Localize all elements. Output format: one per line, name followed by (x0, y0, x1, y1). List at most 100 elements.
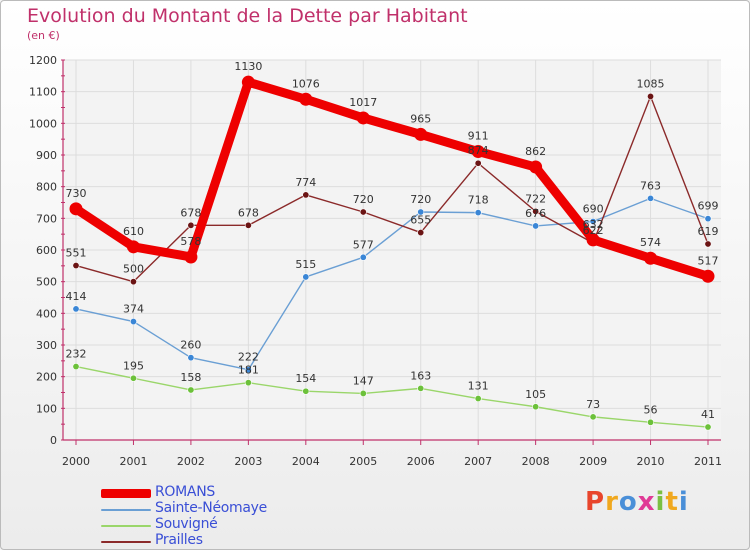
data-point-romans (241, 75, 255, 89)
data-label-souvign-: 163 (410, 369, 431, 382)
data-point-prailles (244, 221, 252, 229)
data-label-prailles: 722 (525, 192, 546, 205)
data-point-prailles (417, 229, 425, 237)
data-point-sainte-n-omaye (589, 218, 597, 226)
data-label-prailles: 678 (238, 206, 259, 219)
y-tick-label: 300 (36, 339, 57, 352)
data-label-souvign-: 147 (353, 374, 374, 387)
data-label-romans: 1130 (234, 60, 262, 73)
data-point-prailles (647, 92, 655, 100)
legend-item-souvign-: Souvigné (101, 516, 361, 533)
data-label-sainte-n-omaye: 690 (583, 203, 604, 216)
x-tick-label: 2011 (694, 455, 722, 468)
data-label-sainte-n-omaye: 720 (410, 193, 431, 206)
data-label-souvign-: 154 (295, 372, 316, 385)
y-tick-label: 200 (36, 371, 57, 384)
data-point-romans (529, 160, 543, 174)
chart-title: Evolution du Montant de la Dette par Hab… (27, 5, 468, 27)
x-tick-label: 2004 (292, 455, 320, 468)
data-point-romans (299, 92, 313, 106)
data-label-romans: 862 (525, 145, 546, 158)
data-point-romans (126, 240, 140, 254)
data-point-prailles (359, 208, 367, 216)
x-tick-label: 2005 (349, 455, 377, 468)
data-label-souvign-: 232 (66, 348, 87, 361)
data-label-prailles: 655 (410, 214, 431, 227)
data-label-sainte-n-omaye: 260 (180, 339, 201, 352)
x-tick-label: 2008 (522, 455, 550, 468)
data-label-souvign-: 195 (123, 359, 144, 372)
legend-swatch (101, 509, 151, 511)
y-tick-label: 800 (36, 181, 57, 194)
data-point-sainte-n-omaye (302, 273, 310, 281)
logo-letter: r (605, 487, 619, 517)
x-tick-label: 2003 (234, 455, 262, 468)
data-label-romans: 578 (180, 235, 201, 248)
legend-swatch (101, 489, 151, 498)
data-label-prailles: 551 (66, 247, 87, 260)
data-label-romans: 632 (583, 218, 604, 231)
data-label-romans: 610 (123, 225, 144, 238)
data-point-romans (644, 251, 658, 265)
y-tick-label: 900 (36, 149, 57, 162)
data-point-romans (184, 250, 198, 264)
y-tick-label: 1000 (29, 117, 57, 130)
legend-swatch (101, 541, 151, 543)
data-label-romans: 517 (698, 254, 719, 267)
logo-letter: P (585, 487, 606, 517)
y-tick-label: 700 (36, 212, 57, 225)
data-point-sainte-n-omaye (417, 208, 425, 216)
data-point-souvign- (474, 395, 482, 403)
logo-letter: i (655, 487, 666, 517)
series-line-prailles (75, 95, 709, 283)
legend-item-romans: ROMANS (101, 484, 361, 501)
y-tick-label: 600 (36, 244, 57, 257)
data-point-romans (701, 269, 715, 283)
x-tick-label: 2010 (637, 455, 665, 468)
data-label-sainte-n-omaye: 676 (525, 207, 546, 220)
data-label-romans: 574 (640, 236, 661, 249)
data-label-sainte-n-omaye: 222 (238, 351, 259, 364)
data-point-sainte-n-omaye (244, 366, 252, 374)
logo-letter: i (678, 487, 689, 517)
proxiti-logo: Proxiti (585, 487, 689, 517)
data-point-souvign- (72, 363, 80, 371)
series-line-souvign- (75, 365, 709, 428)
data-label-romans: 1076 (292, 77, 320, 90)
data-point-romans (356, 111, 370, 125)
legend-item-sainte-n-omaye: Sainte-Néomaye (101, 500, 361, 517)
data-point-prailles (129, 278, 137, 286)
data-point-sainte-n-omaye (72, 305, 80, 313)
data-label-romans: 965 (410, 112, 431, 125)
data-point-prailles (72, 262, 80, 270)
data-point-souvign- (187, 386, 195, 394)
legend-label: ROMANS (155, 484, 215, 500)
data-point-sainte-n-omaye (474, 209, 482, 217)
legend-item-prailles: Prailles (101, 532, 361, 549)
x-tick-label: 2001 (119, 455, 147, 468)
y-tick-label: 100 (36, 402, 57, 415)
data-point-sainte-n-omaye (532, 222, 540, 230)
data-label-romans: 1017 (349, 96, 377, 109)
data-point-souvign- (129, 374, 137, 382)
data-point-souvign- (302, 387, 310, 395)
data-point-sainte-n-omaye (359, 253, 367, 261)
data-point-prailles (302, 191, 310, 199)
data-point-souvign- (417, 384, 425, 392)
logo-letter: t (665, 487, 679, 517)
data-label-sainte-n-omaye: 515 (295, 258, 316, 271)
data-point-souvign- (647, 418, 655, 426)
data-point-souvign- (532, 403, 540, 411)
y-tick-label: 500 (36, 276, 57, 289)
data-point-romans (69, 202, 83, 216)
series-line-romans (71, 77, 713, 281)
data-point-souvign- (589, 413, 597, 421)
x-tick-label: 2007 (464, 455, 492, 468)
data-label-souvign-: 131 (468, 380, 489, 393)
data-label-prailles: 720 (353, 193, 374, 206)
y-tick-label: 1100 (29, 86, 57, 99)
x-tick-label: 2009 (579, 455, 607, 468)
y-tick-label: 400 (36, 307, 57, 320)
chart-subtitle: (en €) (27, 29, 60, 42)
